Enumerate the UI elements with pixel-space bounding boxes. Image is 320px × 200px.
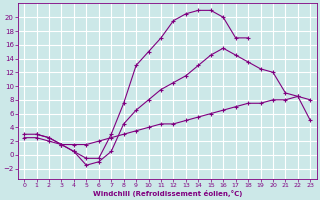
X-axis label: Windchill (Refroidissement éolien,°C): Windchill (Refroidissement éolien,°C) bbox=[92, 190, 242, 197]
